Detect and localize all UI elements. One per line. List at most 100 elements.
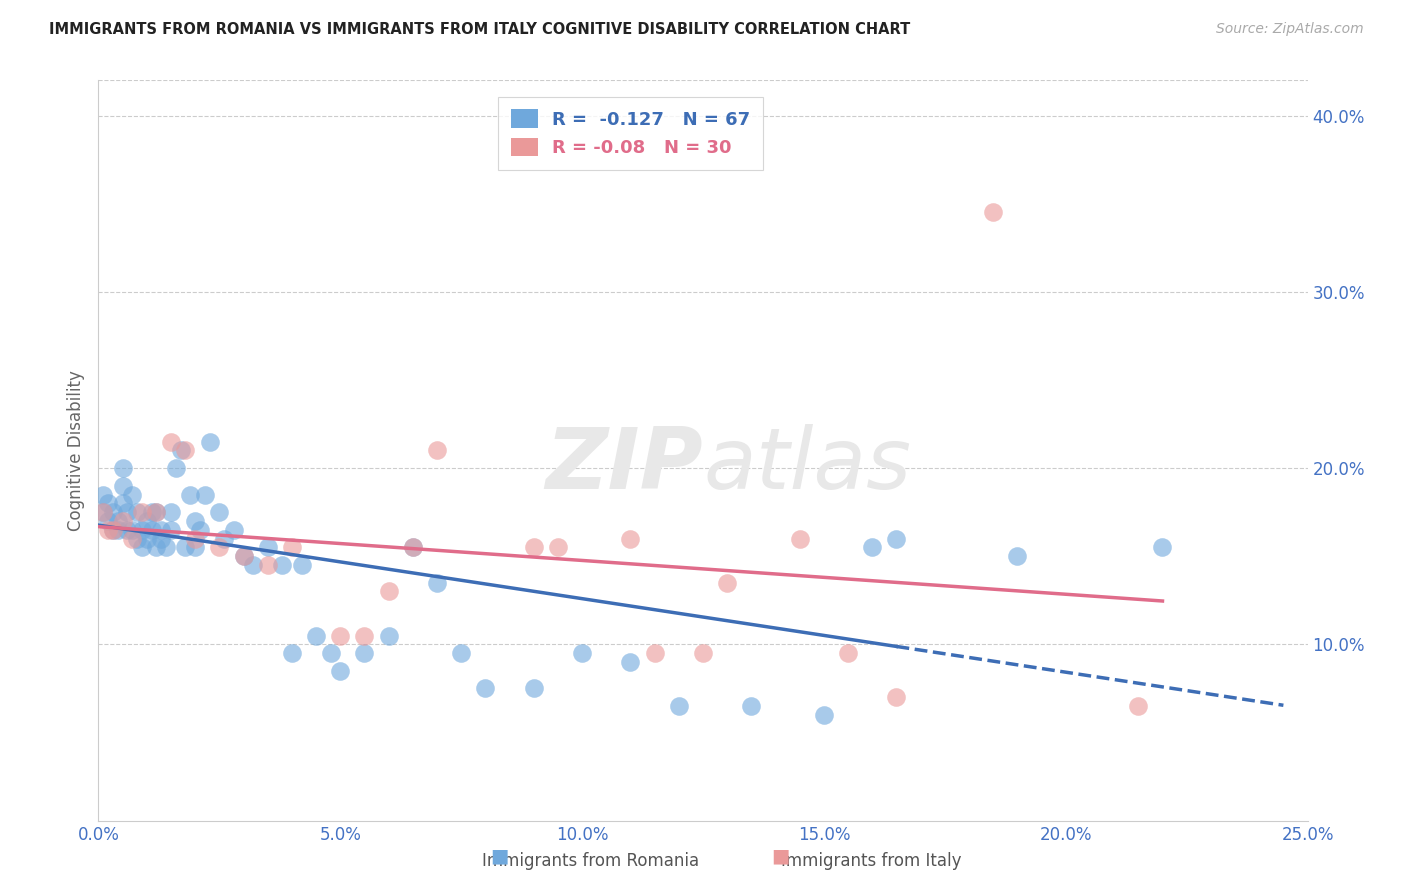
Text: Source: ZipAtlas.com: Source: ZipAtlas.com [1216, 22, 1364, 37]
Point [117, 505, 139, 519]
Point [121, 487, 143, 501]
Point [981, 205, 1004, 219]
Point [127, 532, 149, 546]
Point [353, 628, 375, 642]
Point [174, 443, 197, 458]
Point [111, 514, 134, 528]
Point [426, 575, 449, 590]
Point [121, 523, 143, 537]
Text: atlas: atlas [703, 424, 911, 507]
Point [619, 532, 641, 546]
Point [1152, 541, 1174, 555]
Point [160, 523, 183, 537]
Text: ZIP: ZIP [546, 424, 703, 507]
Point [305, 628, 328, 642]
Point [256, 541, 278, 555]
Point [141, 505, 163, 519]
Point [789, 532, 811, 546]
Point [353, 646, 375, 660]
Point [160, 505, 183, 519]
Point [319, 646, 342, 660]
Point [150, 532, 173, 546]
Point [668, 699, 690, 714]
Point [402, 541, 425, 555]
Point [150, 523, 173, 537]
Point [740, 699, 762, 714]
Point [141, 523, 163, 537]
Point [242, 558, 264, 572]
Point [377, 584, 399, 599]
Point [91, 505, 114, 519]
Point [571, 646, 593, 660]
Point [329, 628, 352, 642]
Point [232, 549, 254, 564]
Point [145, 541, 167, 555]
Point [837, 646, 859, 660]
Point [208, 541, 231, 555]
Point [523, 681, 546, 696]
Point [426, 443, 449, 458]
Point [101, 523, 124, 537]
Point [547, 541, 569, 555]
Point [194, 487, 217, 501]
Point [97, 514, 120, 528]
Point [256, 558, 278, 572]
Point [97, 496, 120, 510]
Point [271, 558, 294, 572]
Text: ■: ■ [770, 847, 790, 865]
Point [160, 434, 183, 449]
Point [184, 541, 207, 555]
Point [1128, 699, 1150, 714]
Point [169, 443, 191, 458]
Point [281, 541, 304, 555]
Point [91, 487, 114, 501]
Point [111, 461, 134, 475]
Text: ■: ■ [489, 847, 509, 865]
Point [813, 707, 835, 722]
Point [174, 541, 197, 555]
Point [523, 541, 546, 555]
Point [145, 505, 167, 519]
Point [886, 690, 908, 705]
Point [212, 532, 235, 546]
Point [184, 532, 207, 546]
Legend: R =  -0.127   N = 67, R = -0.08   N = 30: R = -0.127 N = 67, R = -0.08 N = 30 [498, 96, 763, 169]
Point [127, 505, 149, 519]
Point [121, 532, 143, 546]
Point [281, 646, 304, 660]
Point [1007, 549, 1029, 564]
Point [135, 532, 157, 546]
Text: IMMIGRANTS FROM ROMANIA VS IMMIGRANTS FROM ITALY COGNITIVE DISABILITY CORRELATIO: IMMIGRANTS FROM ROMANIA VS IMMIGRANTS FR… [49, 22, 911, 37]
Point [184, 514, 207, 528]
Point [208, 505, 231, 519]
Point [155, 541, 177, 555]
Point [290, 558, 312, 572]
Point [450, 646, 472, 660]
Point [474, 681, 496, 696]
Point [145, 505, 167, 519]
Point [135, 514, 157, 528]
Point [232, 549, 254, 564]
Text: Immigrants from Romania: Immigrants from Romania [482, 852, 699, 870]
Point [402, 541, 425, 555]
Y-axis label: Cognitive Disability: Cognitive Disability [66, 370, 84, 531]
Point [91, 505, 114, 519]
Point [97, 523, 120, 537]
Point [131, 541, 153, 555]
Point [886, 532, 908, 546]
Point [644, 646, 666, 660]
Point [131, 523, 153, 537]
Point [716, 575, 738, 590]
Point [619, 655, 641, 669]
Point [117, 523, 139, 537]
Point [188, 523, 211, 537]
Point [329, 664, 352, 678]
Point [165, 461, 187, 475]
Point [111, 479, 134, 493]
Point [107, 523, 129, 537]
Point [377, 628, 399, 642]
Point [198, 434, 221, 449]
Point [692, 646, 714, 660]
Point [222, 523, 245, 537]
Text: Immigrants from Italy: Immigrants from Italy [782, 852, 962, 870]
